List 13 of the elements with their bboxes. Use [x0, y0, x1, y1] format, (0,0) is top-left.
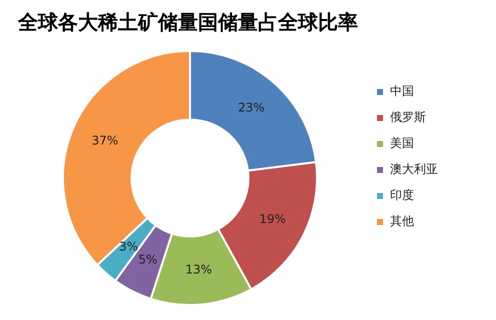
data-label: 19%: [259, 212, 286, 226]
data-label: 3%: [119, 240, 138, 254]
legend-label: 澳大利亚: [390, 162, 438, 176]
legend-label: 俄罗斯: [390, 110, 426, 124]
data-label: 13%: [185, 262, 212, 276]
data-label: 23%: [238, 100, 265, 115]
chart-title: 全球各大稀土矿储量国储量占全球比率: [17, 10, 358, 34]
legend-label: 其他: [390, 214, 414, 228]
legend-label: 美国: [390, 136, 414, 150]
legend-label: 印度: [390, 188, 414, 202]
data-label: 37%: [92, 133, 118, 148]
legend-label: 中国: [390, 84, 414, 98]
data-label: 5%: [138, 252, 158, 267]
